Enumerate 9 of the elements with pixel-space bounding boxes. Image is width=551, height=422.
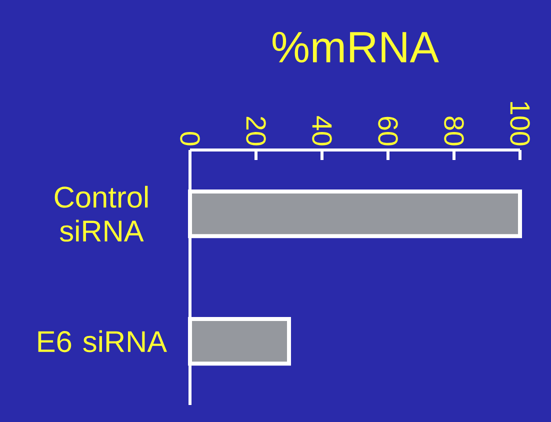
x-tick-label: 0	[180, 132, 200, 146]
x-tick-label: 40	[312, 116, 332, 146]
x-tick-label: 20	[246, 116, 266, 146]
x-tick-label: 100	[510, 102, 530, 146]
y-tick-label: Control siRNA	[54, 186, 148, 242]
x-tick-label: 60	[378, 116, 398, 146]
x-tick-label: 80	[444, 116, 464, 146]
y-tick-label: E6 siRNA	[38, 330, 167, 352]
chart-title: %mRNA	[272, 32, 439, 62]
